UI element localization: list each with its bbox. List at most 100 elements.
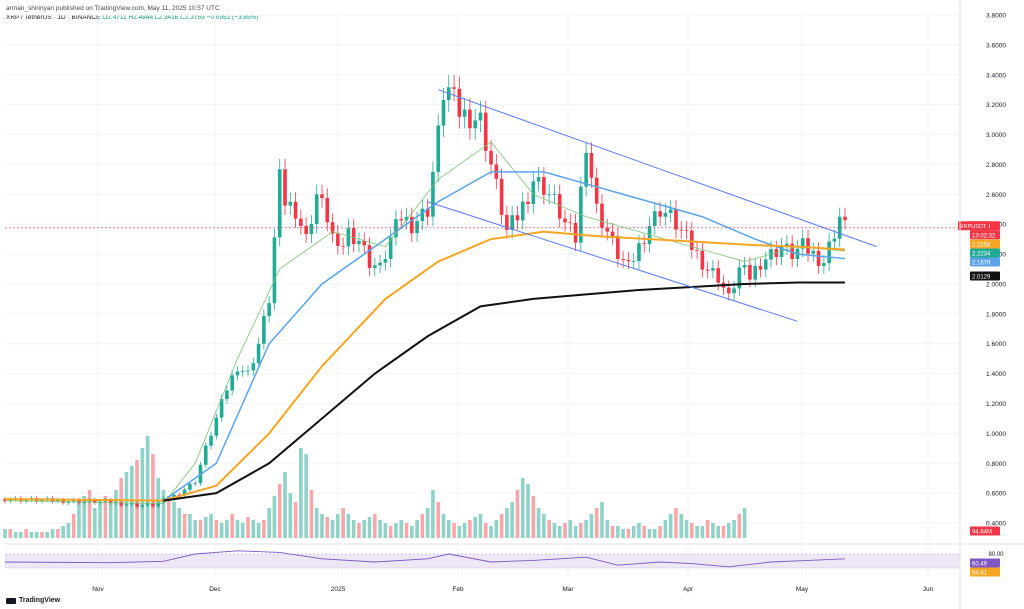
volume-bar (314, 508, 319, 538)
volume-bar (700, 526, 705, 538)
volume-bar (108, 502, 113, 538)
candle-body (362, 240, 367, 246)
volume-bar (309, 490, 314, 538)
volume-bar (415, 520, 419, 538)
candle-body (668, 209, 673, 213)
rsi-ma-value-label: 54.81 (972, 571, 988, 577)
ma-value-label-bg (970, 248, 1000, 258)
candle-body (415, 221, 419, 234)
volume-value-label: 94.64M (972, 530, 992, 536)
candle-body (726, 287, 731, 294)
candle-body (151, 503, 155, 507)
volume-bar (378, 520, 382, 538)
volume-bar (610, 526, 615, 538)
y-tick-label: 0.4000 (986, 521, 1006, 528)
candle-body (679, 229, 684, 231)
candle-body (800, 238, 805, 249)
volume-bar (219, 523, 224, 538)
volume-bar (684, 520, 689, 538)
volume-bar (468, 520, 472, 538)
candle-body (341, 245, 345, 247)
candle-body (330, 222, 335, 234)
y-tick-label: 3.0000 (986, 132, 1006, 139)
candle-body (246, 370, 250, 372)
candle-body (742, 265, 747, 268)
candle-body (256, 343, 261, 364)
candle-body (753, 265, 757, 280)
x-tick-label: Jun (923, 586, 934, 593)
volume-bar (462, 523, 467, 538)
ma-fast-line (4, 141, 846, 505)
candle-body (61, 499, 65, 503)
ma-value-label-bg (970, 271, 1000, 281)
candle-body (203, 445, 208, 465)
candle-body (452, 87, 456, 89)
volume-bar (547, 520, 551, 538)
volume-bar (531, 496, 536, 538)
volume-bar (140, 448, 145, 538)
volume-bar (288, 493, 293, 538)
volume-bar (346, 514, 351, 538)
candle-body (505, 214, 509, 230)
volume-bar (50, 529, 55, 538)
candle-body (499, 178, 504, 215)
volume-bar (40, 532, 44, 538)
candle-body (156, 502, 161, 507)
volume-bar (536, 508, 541, 538)
volume-bar (626, 529, 631, 538)
y-tick-label: 2.6000 (986, 192, 1006, 199)
volume-bar (13, 532, 18, 538)
candle-body (684, 229, 689, 231)
candle-body (135, 503, 139, 507)
candle-body (716, 268, 721, 283)
volume-bar (161, 490, 166, 538)
volume-bar (668, 514, 673, 538)
volume-bar (499, 514, 504, 538)
candle-body (404, 216, 409, 221)
volume-bar (193, 520, 197, 538)
candle-body (299, 218, 303, 226)
volume-bar (573, 526, 578, 538)
candle-body (711, 268, 715, 271)
volume-bar (320, 514, 324, 538)
volume-bar (182, 514, 187, 538)
volume-bar (563, 523, 567, 538)
ma-value-label: 2.1679 (972, 261, 991, 267)
y-tick-label: 3.2000 (986, 102, 1006, 109)
candle-body (129, 503, 134, 505)
candle-body (785, 243, 789, 247)
rsi-ma-value-label-bg (970, 567, 1000, 577)
y-tick-label: 2.0000 (986, 281, 1006, 288)
x-tick-label: May (796, 586, 809, 593)
volume-bar (267, 508, 271, 538)
volume-bar (293, 502, 298, 538)
volume-bar (367, 517, 372, 538)
candle-body (589, 153, 594, 178)
candle-body (790, 243, 794, 260)
candle-body (267, 303, 271, 317)
candle-body (626, 259, 631, 262)
channel-upper-line (438, 89, 877, 248)
volume-bar (209, 514, 213, 538)
candle-body (663, 212, 668, 217)
candle-body (605, 227, 610, 232)
candle-body (431, 171, 435, 217)
volume-bar (325, 517, 330, 538)
volume-bar (594, 508, 599, 538)
candle-body (457, 88, 462, 117)
y-tick-label: 0.6000 (986, 491, 1006, 498)
candle-body (816, 250, 821, 266)
volume-bar (151, 454, 155, 538)
volume-bar (98, 502, 102, 538)
candle-body (436, 125, 441, 172)
candle-body (409, 216, 414, 234)
volume-bar (283, 472, 287, 538)
candle-body (262, 316, 266, 344)
candle-body (674, 209, 678, 230)
y-tick-label: 1.6000 (986, 341, 1006, 348)
volume-value-label-bg (970, 526, 1000, 536)
candle-body (24, 499, 28, 502)
volume-bar (637, 523, 641, 538)
volume-bar (251, 520, 256, 538)
